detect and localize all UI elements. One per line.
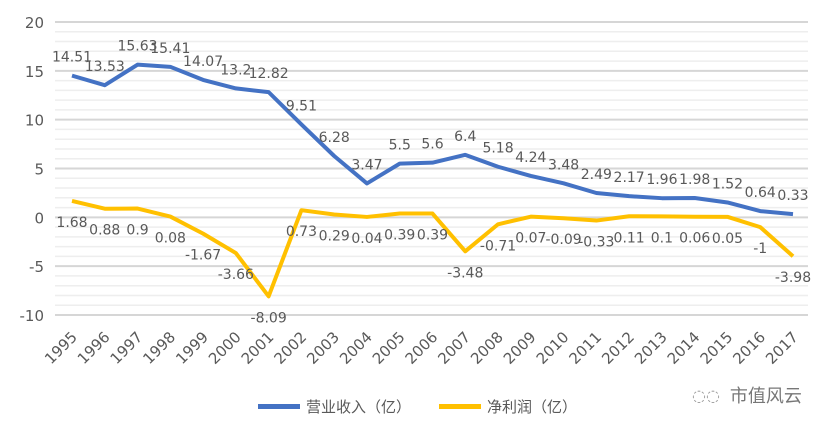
data-label: 0.07 xyxy=(515,231,546,247)
x-tick-label: 2006 xyxy=(402,328,442,368)
wechat-bubble-icon: ◌◌ xyxy=(692,385,720,405)
x-tick-label: 2000 xyxy=(205,328,245,368)
x-tick-label: 2008 xyxy=(467,328,507,368)
x-tick-label: 2016 xyxy=(729,328,769,368)
x-tick-label: 2010 xyxy=(533,328,573,368)
data-label: 1.52 xyxy=(712,176,743,192)
y-tick-label: 5 xyxy=(34,161,44,179)
data-label: 0.11 xyxy=(614,230,645,246)
data-label: 3.47 xyxy=(351,157,382,173)
data-label: -3.48 xyxy=(447,265,483,281)
legend-label-profit: 净利润（亿） xyxy=(487,398,578,416)
data-label: -3.66 xyxy=(218,267,254,283)
legend-swatch-profit xyxy=(439,404,482,409)
y-tick-label: -5 xyxy=(29,258,44,276)
data-label: 1.98 xyxy=(679,172,710,188)
data-label: 0.88 xyxy=(89,223,120,239)
y-tick-label: 10 xyxy=(25,112,44,130)
data-label: 0.05 xyxy=(712,231,743,247)
data-label: 2.49 xyxy=(581,167,612,183)
data-label: 0.39 xyxy=(384,228,415,244)
x-tick-label: 2013 xyxy=(631,328,671,368)
data-label: 0.04 xyxy=(351,231,382,247)
data-label: 0.08 xyxy=(155,231,186,247)
data-label: 5.5 xyxy=(389,138,411,154)
data-label: 0.29 xyxy=(319,229,350,245)
data-label: 9.51 xyxy=(286,98,317,114)
x-tick-label: 2009 xyxy=(500,328,540,368)
legend-item-profit: 净利润（亿） xyxy=(439,396,577,417)
data-label: 1.68 xyxy=(56,215,87,231)
x-tick-label: 2015 xyxy=(697,328,737,368)
data-label: 0.73 xyxy=(286,224,317,240)
data-label: 14.51 xyxy=(52,50,92,66)
data-label: 4.24 xyxy=(515,150,546,166)
x-tick-label: 2007 xyxy=(434,328,474,368)
x-tick-label: 2017 xyxy=(762,328,802,368)
x-tick-label: 1998 xyxy=(139,328,179,368)
legend-swatch-revenue xyxy=(258,404,300,409)
data-label: 5.18 xyxy=(482,141,513,157)
x-tick-label: 2011 xyxy=(565,328,605,368)
data-label: 6.28 xyxy=(319,130,350,146)
data-label: 13.53 xyxy=(85,59,125,75)
legend-label-revenue: 营业收入（亿） xyxy=(306,398,412,416)
data-label: 0.06 xyxy=(679,231,710,247)
x-tick-label: 2002 xyxy=(271,328,311,368)
x-tick-label: 2012 xyxy=(598,328,638,368)
x-tick-label: 2003 xyxy=(303,328,343,368)
data-label: 1.96 xyxy=(646,172,677,188)
watermark-text: 市值风云 xyxy=(729,386,802,407)
series-line-1 xyxy=(71,198,795,299)
data-label: -0.33 xyxy=(578,235,614,251)
x-tick-label: 2014 xyxy=(664,328,704,368)
y-tick-label: -10 xyxy=(20,307,45,325)
data-label: 13.2 xyxy=(220,62,251,78)
data-label: 6.4 xyxy=(454,129,476,145)
data-label: 0.39 xyxy=(417,228,448,244)
data-label: 0.1 xyxy=(651,230,673,246)
data-label: 12.82 xyxy=(249,66,289,82)
x-tick-label: 1999 xyxy=(172,328,212,368)
data-label: -1.67 xyxy=(185,248,221,264)
data-label: 2.17 xyxy=(614,170,645,186)
data-label: 0.9 xyxy=(126,223,148,239)
x-tick-label: 1996 xyxy=(74,328,114,368)
x-tick-label: 2004 xyxy=(336,328,376,368)
data-label: 3.48 xyxy=(548,157,579,173)
data-label: 15.41 xyxy=(150,41,190,57)
y-tick-label: 15 xyxy=(25,63,44,81)
data-label: 0.33 xyxy=(777,188,808,204)
data-label: -0.71 xyxy=(480,238,516,254)
x-tick-label: 2005 xyxy=(369,328,409,368)
legend-item-revenue: 营业收入（亿） xyxy=(258,396,411,417)
data-label: -0.09 xyxy=(545,232,581,248)
data-label: -8.09 xyxy=(251,310,287,326)
y-tick-label: 0 xyxy=(34,209,44,227)
data-label: -1 xyxy=(753,241,767,257)
x-tick-label: 2001 xyxy=(238,328,278,368)
x-tick-label: 1997 xyxy=(107,328,147,368)
data-label: 14.07 xyxy=(183,54,223,70)
data-label: 0.64 xyxy=(745,185,776,201)
data-label: 15.63 xyxy=(117,39,157,55)
data-label: -3.98 xyxy=(775,270,811,286)
x-tick-label: 1995 xyxy=(41,328,81,368)
data-label: 5.6 xyxy=(421,137,443,153)
y-tick-label: 20 xyxy=(25,14,44,32)
legend: 营业收入（亿） 净利润（亿） xyxy=(258,396,605,417)
watermark: ◌◌ 市值风云 xyxy=(692,382,802,408)
